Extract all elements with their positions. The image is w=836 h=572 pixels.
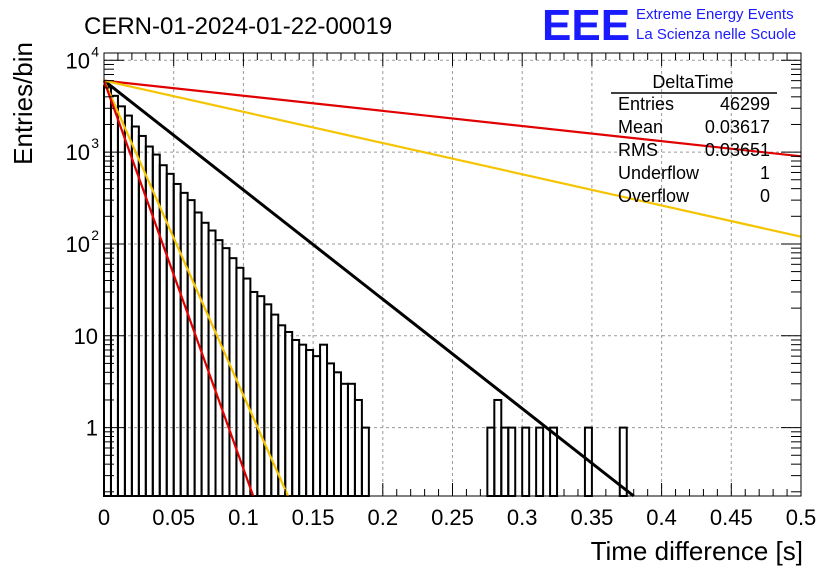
histogram-bin: [221, 247, 231, 497]
y-tick-label: 10: [66, 48, 90, 73]
y-tick-exponent: 3: [91, 135, 99, 151]
stats-value-mean: 0.03617: [705, 117, 770, 137]
y-tick-exponent: 2: [91, 227, 99, 243]
histogram-bin: [242, 277, 252, 497]
stats-value-entries: 46299: [720, 94, 770, 114]
x-tick-label: 0.4: [646, 505, 677, 530]
histogram-bin: [535, 426, 545, 498]
fit-line: [102, 80, 255, 497]
stats-label-rms: RMS: [618, 140, 658, 160]
y-tick-exponent: 4: [91, 43, 99, 59]
stats-label-underflow: Underflow: [618, 163, 700, 183]
x-tick-label: 0.25: [431, 505, 474, 530]
histogram-bin: [493, 398, 503, 497]
y-tick-label: 10: [66, 140, 90, 165]
x-tick-label: 0.5: [786, 505, 817, 530]
x-tick-label: 0: [98, 505, 110, 530]
stats-value-rms: 0.03651: [705, 140, 770, 160]
stats-label-mean: Mean: [618, 117, 663, 137]
y-tick-label: 10: [66, 232, 90, 257]
x-tick-label: 0.3: [507, 505, 538, 530]
eee-logo: EEE Extreme Energy Events La Scienza nel…: [542, 1, 796, 50]
x-tick-label: 0.15: [292, 505, 335, 530]
stats-label-entries: Entries: [618, 94, 674, 114]
x-tick-label: 0.35: [570, 505, 613, 530]
histogram-bin: [214, 239, 224, 497]
chart-title: CERN-01-2024-01-22-00019: [84, 13, 392, 40]
tick-layer: 0 0.05 0.1 0.15 0.2 0.25 0.3 0.35 0.4 0.45 0.51101…: [66, 43, 817, 530]
logo-eee-text: EEE: [542, 1, 630, 50]
stats-title: DeltaTime: [652, 72, 733, 92]
histogram-bin: [193, 211, 203, 498]
y-axis-label: Entries/bin: [8, 42, 38, 165]
histogram-bin: [249, 290, 259, 497]
histogram-bin: [186, 199, 196, 497]
x-tick-label: 0.05: [152, 505, 195, 530]
logo-line1: Extreme Energy Events: [636, 6, 794, 23]
fit-line: [103, 79, 802, 238]
histogram-bin: [333, 371, 342, 497]
histogram-bin: [507, 426, 517, 498]
histogram-bin: [346, 382, 356, 497]
histogram-bin: [326, 362, 336, 497]
histogram-bin: [353, 398, 363, 497]
histogram-bin: [284, 330, 294, 498]
histogram-bin: [172, 182, 182, 497]
x-tick-label: 0.1: [228, 505, 259, 530]
histogram-bin: [319, 343, 329, 497]
histogram-bin: [312, 355, 322, 497]
histogram-bin: [291, 338, 301, 497]
y-tick-label: 1: [86, 416, 98, 441]
x-tick-label: 0.2: [368, 505, 399, 530]
histogram-bin: [263, 303, 273, 498]
histogram-bin: [116, 105, 126, 498]
histogram-bin: [305, 348, 315, 497]
stats-box: DeltaTime Entries 46299 Mean 0.03617 RMS…: [611, 72, 777, 206]
histogram-bin: [298, 343, 308, 497]
stats-value-overflow: 0: [760, 186, 770, 206]
histogram-bin: [179, 191, 189, 497]
histogram-bin: [500, 426, 510, 498]
histogram-bin: [339, 382, 349, 497]
histogram-layer: [103, 85, 628, 498]
histogram-bin: [549, 426, 559, 498]
histogram-bin: [103, 85, 112, 497]
histogram-bin: [256, 295, 266, 497]
x-tick-label: 0.45: [710, 505, 753, 530]
logo-line2: La Scienza nelle Scuole: [636, 26, 796, 43]
fit-line: [103, 79, 635, 498]
histogram-bin: [486, 426, 496, 498]
histogram-bin: [130, 125, 140, 498]
y-tick-label: 10: [74, 324, 98, 349]
stats-label-overflow: Overflow: [618, 186, 690, 206]
histogram-bin: [521, 426, 531, 498]
histogram-bin: [277, 324, 287, 497]
x-axis-label: Time difference [s]: [591, 536, 803, 566]
fit-line: [102, 80, 290, 497]
histogram-bin: [207, 229, 217, 497]
histogram-bin: [360, 426, 370, 498]
histogram-bin: [123, 114, 133, 497]
stats-value-underflow: 1: [760, 163, 770, 183]
fit-line: [103, 79, 802, 158]
fit-lines-layer: [102, 79, 802, 498]
